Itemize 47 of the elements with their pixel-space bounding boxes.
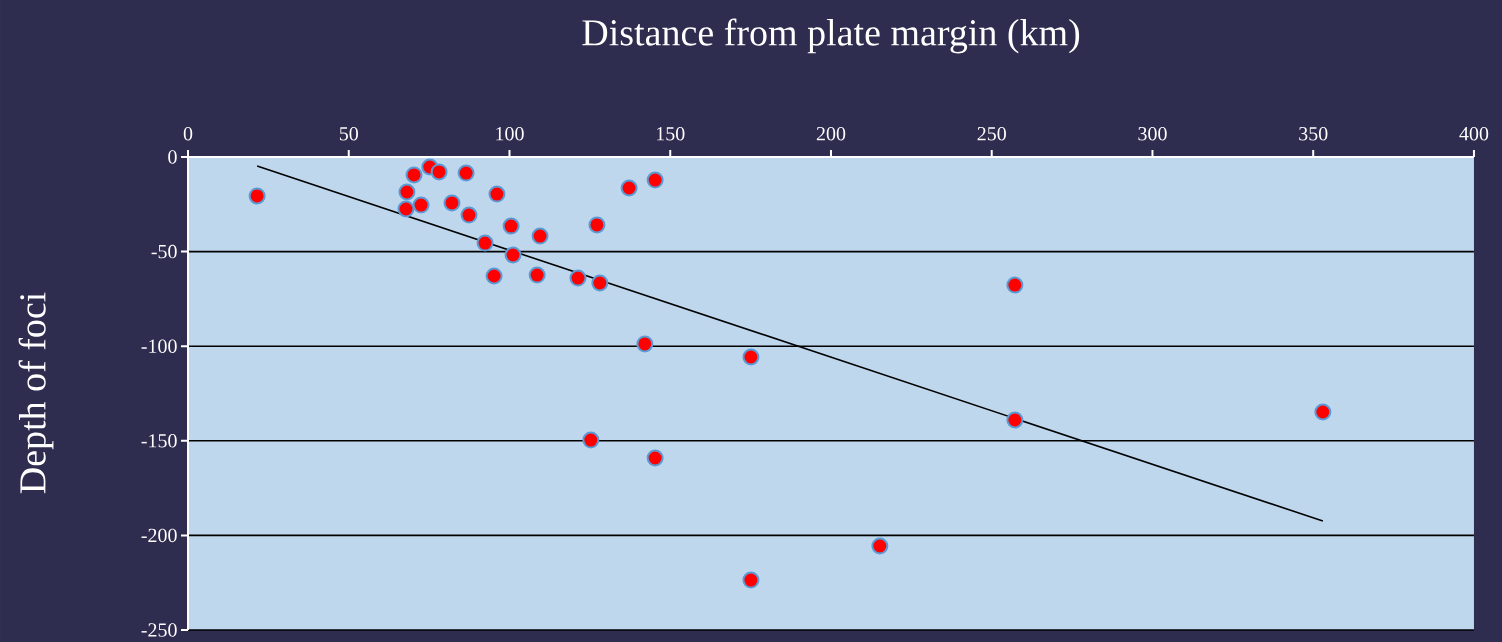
x-tick-label: 100: [496, 126, 524, 141]
point: [504, 246, 522, 264]
point: [397, 200, 415, 218]
y-tick-label: -100: [141, 339, 177, 353]
point: [569, 269, 587, 287]
y-axis-title: Depth of foci: [18, 292, 54, 494]
y-tick-label: -250: [141, 623, 177, 637]
x-tick-label: 400: [1459, 126, 1489, 141]
x-tick-label: 350: [1299, 126, 1328, 141]
point: [405, 166, 423, 184]
point: [248, 187, 266, 205]
point: [476, 234, 494, 252]
point: [488, 185, 506, 203]
point: [528, 266, 546, 284]
x-tick-label: 150: [657, 126, 685, 141]
y-tick-label: -50: [151, 244, 177, 259]
x-tick-label: 250: [977, 126, 1006, 141]
point: [502, 217, 520, 235]
x-axis-title: Distance from plate margin (km): [582, 18, 1080, 54]
point: [398, 183, 416, 201]
point: [591, 274, 609, 292]
point: [1314, 403, 1332, 421]
point: [412, 196, 430, 214]
point: [588, 216, 606, 234]
x-tick-label: 50: [339, 126, 358, 141]
point: [430, 163, 448, 181]
point: [742, 571, 760, 589]
point: [457, 164, 475, 182]
point: [646, 449, 664, 467]
y-tick-label: -150: [141, 434, 177, 448]
point: [742, 348, 760, 366]
point: [620, 179, 638, 197]
point: [582, 431, 600, 449]
point: [1006, 276, 1024, 294]
point: [443, 194, 461, 212]
point: [646, 171, 664, 189]
y-tick-label: -200: [141, 528, 177, 543]
point: [531, 227, 549, 245]
x-tick-label: 0: [183, 126, 193, 141]
point: [871, 537, 889, 555]
point: [636, 335, 654, 353]
point: [485, 267, 503, 285]
x-tick-label: 200: [816, 126, 846, 141]
point: [1006, 411, 1024, 429]
point: [460, 206, 478, 224]
x-tick-label: 300: [1138, 126, 1167, 141]
y-tick-label: 0: [168, 150, 177, 164]
